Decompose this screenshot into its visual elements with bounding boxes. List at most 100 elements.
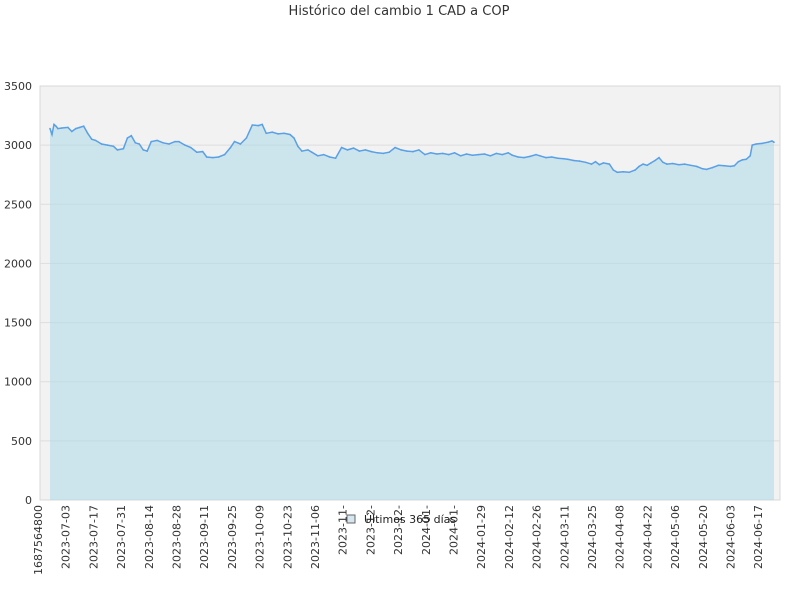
x-tick-label: 2023-10-09 xyxy=(254,505,267,569)
data-point xyxy=(729,165,732,168)
data-point xyxy=(741,159,744,161)
x-tick-label: 2023-12- xyxy=(364,505,377,555)
data-point xyxy=(529,155,531,158)
data-point xyxy=(773,141,775,143)
data-point xyxy=(436,153,438,155)
legend[interactable]: Últimos 365 días xyxy=(346,513,456,526)
x-tick-label: 2024-05-06 xyxy=(669,505,682,569)
data-point xyxy=(322,153,325,156)
data-point xyxy=(590,163,593,165)
x-tick-label: 2024-02-12 xyxy=(503,505,516,569)
data-point xyxy=(584,161,587,164)
data-point xyxy=(507,152,510,154)
data-point xyxy=(277,133,279,135)
data-point xyxy=(61,127,63,129)
legend-label[interactable]: Últimos 365 días xyxy=(364,513,456,526)
data-point xyxy=(126,137,129,139)
data-point xyxy=(733,165,736,167)
data-point xyxy=(156,139,158,142)
data-point xyxy=(545,156,547,159)
x-tick-label: 2023-09-11 xyxy=(198,505,211,569)
data-point xyxy=(749,155,751,157)
x-tick-label: 2023-08-28 xyxy=(171,505,184,569)
x-axis-ticks: 1687564800 2023-07-03 2023-07-17 2023-07-31… xyxy=(32,505,765,575)
data-point xyxy=(142,149,144,151)
data-point xyxy=(751,144,753,146)
y-tick-label: 2000 xyxy=(4,257,32,270)
data-point xyxy=(82,125,85,127)
data-point xyxy=(229,146,232,149)
data-point xyxy=(418,149,420,151)
data-point xyxy=(340,146,343,149)
data-point xyxy=(184,144,186,146)
data-point xyxy=(511,154,513,156)
x-tick-label: 2024-06-17 xyxy=(752,505,765,569)
data-point xyxy=(535,153,537,156)
data-point xyxy=(311,151,313,153)
data-point xyxy=(328,156,331,158)
x-tick-label: 2023-11-06 xyxy=(309,505,322,569)
data-point xyxy=(205,156,208,158)
data-point xyxy=(654,159,656,162)
data-point xyxy=(453,152,456,154)
data-point xyxy=(608,163,611,165)
data-point xyxy=(771,140,773,142)
data-point xyxy=(301,150,303,152)
data-point xyxy=(79,126,81,129)
legend-swatch[interactable] xyxy=(346,514,356,524)
data-point xyxy=(767,141,769,143)
data-point xyxy=(217,156,220,158)
x-tick-label: 2024-01- xyxy=(448,505,461,555)
y-tick-label: 0 xyxy=(25,494,32,507)
data-point xyxy=(168,143,170,145)
series-area-fill xyxy=(50,124,774,501)
data-point xyxy=(71,130,73,133)
y-tick-label: 500 xyxy=(11,435,32,448)
data-point xyxy=(658,156,660,159)
data-point xyxy=(201,150,204,153)
data-point xyxy=(196,151,198,153)
data-point xyxy=(138,143,141,145)
data-point xyxy=(251,124,254,126)
data-point xyxy=(112,145,115,148)
data-point xyxy=(283,132,285,135)
data-point xyxy=(695,165,698,168)
data-point xyxy=(388,151,391,153)
data-point xyxy=(223,153,226,156)
data-point xyxy=(51,133,53,136)
data-point xyxy=(257,124,260,127)
data-point xyxy=(459,155,462,157)
x-tick-label: 2023-11- xyxy=(337,505,350,555)
data-point xyxy=(239,143,242,145)
data-point xyxy=(562,157,565,160)
data-point xyxy=(701,168,704,170)
data-point xyxy=(370,150,373,153)
data-point xyxy=(116,149,119,151)
data-point xyxy=(271,131,274,133)
y-axis-ticks: 0 500 1000 1500 2000 2500 3000 3500 xyxy=(4,80,32,507)
data-point xyxy=(49,127,51,130)
data-point xyxy=(578,160,581,162)
x-tick-label: 2023-07-17 xyxy=(87,505,100,569)
data-point xyxy=(57,127,59,130)
data-point xyxy=(233,140,236,143)
data-point xyxy=(705,168,708,171)
data-point xyxy=(100,143,103,145)
data-point xyxy=(130,134,133,137)
data-point xyxy=(406,150,408,152)
y-tick-label: 1500 xyxy=(4,317,32,330)
data-point xyxy=(737,160,740,163)
x-tick-label: 2023-07-03 xyxy=(60,505,73,569)
x-tick-label: 2024-05-20 xyxy=(697,505,710,569)
data-point xyxy=(628,171,630,174)
data-point xyxy=(594,160,597,163)
x-tick-label: 2024-02-26 xyxy=(531,505,544,569)
data-points xyxy=(49,123,775,174)
data-point xyxy=(382,152,385,155)
data-point xyxy=(430,152,432,154)
data-point xyxy=(662,161,664,164)
data-point xyxy=(162,142,164,144)
data-point xyxy=(761,142,763,145)
data-point xyxy=(178,140,180,143)
data-point xyxy=(122,147,125,150)
